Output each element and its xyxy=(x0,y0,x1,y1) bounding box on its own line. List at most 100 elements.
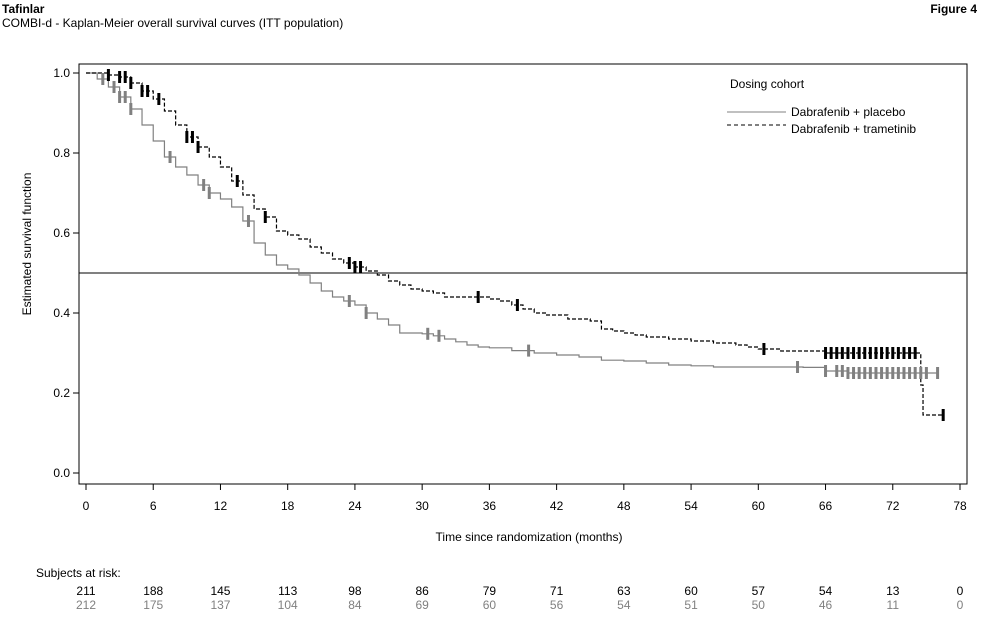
censor-mark xyxy=(880,347,884,359)
x-tick-label: 42 xyxy=(550,499,564,513)
censor-mark xyxy=(868,367,872,379)
risk-count: 175 xyxy=(143,598,163,612)
censor-mark xyxy=(919,367,923,379)
censor-mark xyxy=(913,347,917,359)
censor-mark xyxy=(868,347,872,359)
censor-mark xyxy=(146,85,150,97)
legend-entry-trametinib: Dabrafenib + trametinib xyxy=(791,122,916,136)
app-title: Tafinlar xyxy=(2,2,45,16)
censor-mark xyxy=(157,93,161,105)
risk-count: 13 xyxy=(886,584,900,598)
censor-mark xyxy=(190,131,194,143)
censor-mark xyxy=(857,367,861,379)
censor-mark xyxy=(196,141,200,153)
censor-mark xyxy=(863,347,867,359)
risk-count: 69 xyxy=(415,598,429,612)
risk-count: 57 xyxy=(752,584,766,598)
x-tick-label: 60 xyxy=(752,499,766,513)
risk-count: 98 xyxy=(348,584,362,598)
risk-count: 211 xyxy=(76,584,95,598)
legend-title: Dosing cohort xyxy=(730,77,805,91)
censor-mark xyxy=(835,365,839,377)
figure-label: Figure 4 xyxy=(930,2,977,16)
censor-mark xyxy=(185,131,189,143)
plot-frame xyxy=(78,63,968,485)
censor-mark xyxy=(202,179,206,191)
censor-mark xyxy=(913,367,917,379)
censor-mark xyxy=(936,367,940,379)
censor-mark xyxy=(941,409,945,421)
risk-count: 188 xyxy=(143,584,163,598)
censor-mark xyxy=(885,367,889,379)
censor-mark xyxy=(140,85,144,97)
risk-count: 104 xyxy=(278,598,298,612)
y-tick-label: 0.6 xyxy=(53,226,70,240)
censor-mark xyxy=(874,347,878,359)
censor-mark xyxy=(874,367,878,379)
curves xyxy=(86,72,944,416)
x-tick-label: 36 xyxy=(483,499,497,513)
censor-mark xyxy=(891,367,895,379)
y-tick-label: 0.2 xyxy=(53,386,70,400)
censor-mark xyxy=(123,71,127,83)
censor-mark xyxy=(476,291,480,303)
censor-mark xyxy=(246,215,250,227)
censor-mark xyxy=(207,187,211,199)
x-axis-label: Time since randomization (months) xyxy=(436,530,623,544)
x-tick-label: 12 xyxy=(214,499,228,513)
legend-entry-placebo: Dabrafenib + placebo xyxy=(791,105,906,119)
risk-count: 113 xyxy=(278,584,297,598)
risk-count: 54 xyxy=(617,598,631,612)
censor-mark xyxy=(426,327,430,340)
censor-mark xyxy=(118,91,122,103)
censor-mark xyxy=(863,367,867,379)
censor-mark xyxy=(880,367,884,379)
x-tick-label: 18 xyxy=(281,499,295,513)
risk-count: 56 xyxy=(550,598,564,612)
censor-mark xyxy=(824,347,828,359)
risk-count: 79 xyxy=(483,584,497,598)
censor-mark xyxy=(924,367,928,379)
y-tick-label: 0.4 xyxy=(53,306,70,320)
risk-count: 50 xyxy=(752,598,766,612)
censor-mark xyxy=(129,103,133,115)
censor-mark xyxy=(106,69,110,81)
censor-mark xyxy=(891,347,895,359)
chart-subtitle: COMBI-d - Kaplan-Meier overall survival … xyxy=(2,16,344,30)
risk-count: 212 xyxy=(76,598,96,612)
censor-mark xyxy=(896,347,900,359)
y-tick-label: 0.0 xyxy=(53,466,70,480)
censor-mark xyxy=(353,261,357,273)
censor-mark xyxy=(123,91,127,103)
censor-mark xyxy=(852,347,856,359)
risk-count: 145 xyxy=(210,584,230,598)
censor-mark xyxy=(364,307,368,319)
legend: Dosing cohort Dabrafenib + placebo Dabra… xyxy=(727,77,916,136)
censor-mark xyxy=(908,367,912,379)
x-tick-label: 0 xyxy=(83,499,90,513)
censor-mark xyxy=(437,329,441,342)
x-tick-label: 66 xyxy=(819,499,833,513)
censor-mark xyxy=(896,367,900,379)
x-tick-label: 78 xyxy=(953,499,967,513)
censor-mark xyxy=(852,367,856,379)
risk-count: 0 xyxy=(957,584,964,598)
risk-count: 71 xyxy=(550,584,564,598)
censor-mark xyxy=(835,347,839,359)
censor-mark xyxy=(908,347,912,359)
censor-mark xyxy=(824,365,828,377)
risk-count: 84 xyxy=(348,598,362,612)
x-tick-label: 30 xyxy=(415,499,429,513)
x-tick-label: 48 xyxy=(617,499,631,513)
km-curve-series-0 xyxy=(86,72,938,374)
risk-count: 63 xyxy=(617,584,631,598)
censor-mark xyxy=(347,295,351,307)
risk-count: 54 xyxy=(819,584,833,598)
censor-mark xyxy=(762,343,766,355)
risk-count: 0 xyxy=(957,598,964,612)
risk-table: 211 188 145 113 98 86 79 71 63 60 57 54 13 0 212 175 137… xyxy=(76,584,964,612)
censor-mark xyxy=(885,347,889,359)
km-curve-series-1 xyxy=(86,72,944,416)
censor-mark xyxy=(796,361,800,373)
censor-mark xyxy=(118,71,122,83)
